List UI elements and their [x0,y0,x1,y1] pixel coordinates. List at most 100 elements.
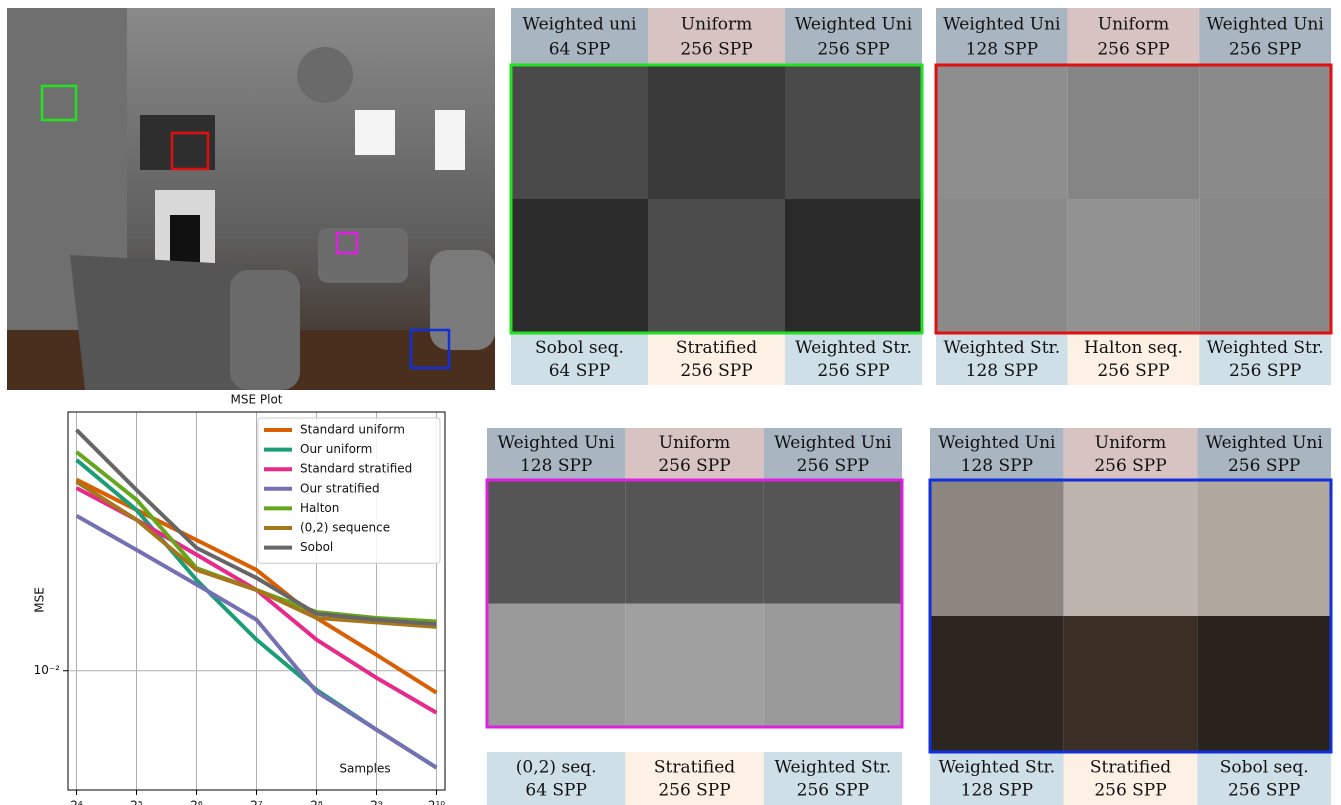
panel-label: Uniform [1095,433,1167,453]
panel-label: Weighted Str. [795,338,912,358]
panel-label: 128 SPP [961,781,1033,801]
label-cell [625,752,764,805]
panel-label: Weighted Str. [1207,338,1324,358]
y-tick-label: 10⁻² [34,663,61,677]
crop-image [511,199,648,333]
series-line [75,513,438,770]
panel-label: Uniform [659,433,731,453]
label-cell [1197,752,1331,805]
panel-label: Stratified [1090,757,1171,777]
panel-label: 128 SPP [966,361,1038,381]
crop-image [936,199,1068,333]
crop-image [930,480,1064,616]
crop-image [487,480,626,604]
legend-label: Sobol [300,540,333,554]
crop-image [785,65,922,199]
x-tick-label: 2⁸ [310,799,323,805]
legend-label: Standard stratified [300,462,412,476]
panel-label: 256 SPP [1229,40,1301,60]
panel-label: Stratified [676,338,757,358]
plot-frame [67,411,446,791]
label-cell [1067,8,1200,65]
crop-image [1199,65,1331,199]
crop-image [648,65,785,199]
panel-label: 256 SPP [658,456,730,476]
panel-label: Uniform [681,15,753,35]
label-cell [785,8,922,65]
panel-label: 128 SPP [966,40,1038,60]
panel-label: Weighted Str. [774,757,891,777]
panel-label: 256 SPP [1228,781,1300,801]
crop-panel: Weighted Uni 128 SPP Uniform 256 SPP Weighte… [928,428,1333,805]
series-line [75,480,437,629]
crop-image [1063,616,1198,752]
panel-label: Halton seq. [1084,338,1183,358]
label-cell [936,8,1068,65]
panel-label: 64 SPP [525,781,587,801]
label-cell [930,752,1064,805]
crop-border [934,63,1333,335]
label-cell [487,428,626,480]
crop-border [485,478,904,729]
panel-label: Weighted Uni [943,15,1061,35]
panel-label: 64 SPP [549,361,611,381]
panel-label: 256 SPP [680,40,752,60]
panel-label: 256 SPP [1097,361,1169,381]
label-cell [936,333,1068,385]
crop-image [1197,480,1331,616]
label-cell [763,428,902,480]
label-cell [1067,333,1200,385]
crop-panel: Weighted uni 64 SPP Uniform 256 SPP Weighted… [509,8,924,385]
crop-image [625,603,764,727]
label-cell [648,8,785,65]
panel-label: 256 SPP [1228,456,1300,476]
crop-image [648,199,785,333]
panel-label: Sobol seq. [1220,757,1309,777]
panel-label: 256 SPP [1094,781,1166,801]
crop-image [487,603,626,727]
label-cell [625,428,764,480]
x-tick-label: 2⁷ [250,799,263,805]
x-tick-label: 2¹⁰ [428,799,445,805]
panel-label: Stratified [654,757,735,777]
label-cell [930,428,1064,480]
legend-box [257,417,441,564]
label-cell [1063,428,1198,480]
crop-panel: Weighted Uni 128 SPP Uniform 256 SPP Weighte… [485,428,904,805]
label-cell [511,333,648,385]
crop-image [1063,480,1198,616]
x-axis-label: Samples [339,762,390,776]
crop-border [928,478,1333,754]
panel-label: Weighted uni [523,15,637,35]
panel-label: Weighted Str. [938,757,1055,777]
panel-label: 256 SPP [1094,456,1166,476]
crop-image [936,65,1068,199]
label-cell [763,752,902,805]
panel-label: 128 SPP [961,456,1033,476]
panel-label: (0,2) seq. [516,757,597,777]
panel-label: 256 SPP [797,456,869,476]
label-cell [1199,8,1331,65]
panel-label: 256 SPP [817,361,889,381]
panel-label: 256 SPP [1097,40,1169,60]
panel-label: Weighted Uni [795,15,913,35]
label-cell [511,8,648,65]
legend-label: Standard uniform [300,423,405,437]
panel-label: 64 SPP [549,40,611,60]
crop-image [1067,65,1200,199]
crop-image [1197,616,1331,752]
panel-label: Weighted Uni [498,433,616,453]
panel-label: Uniform [1098,15,1170,35]
chart-title: MSE Plot [231,393,283,407]
crop-image [930,616,1064,752]
panel-label: 256 SPP [797,781,869,801]
panel-label: 256 SPP [680,361,752,381]
legend-label: (0,2) sequence [300,521,390,535]
label-cell [1199,333,1331,385]
panel-label: Weighted Uni [774,433,892,453]
panel-label: 256 SPP [1229,361,1301,381]
crop-border [509,63,924,335]
label-cell [487,752,626,805]
panel-label: 256 SPP [658,781,730,801]
series-line [75,428,437,627]
